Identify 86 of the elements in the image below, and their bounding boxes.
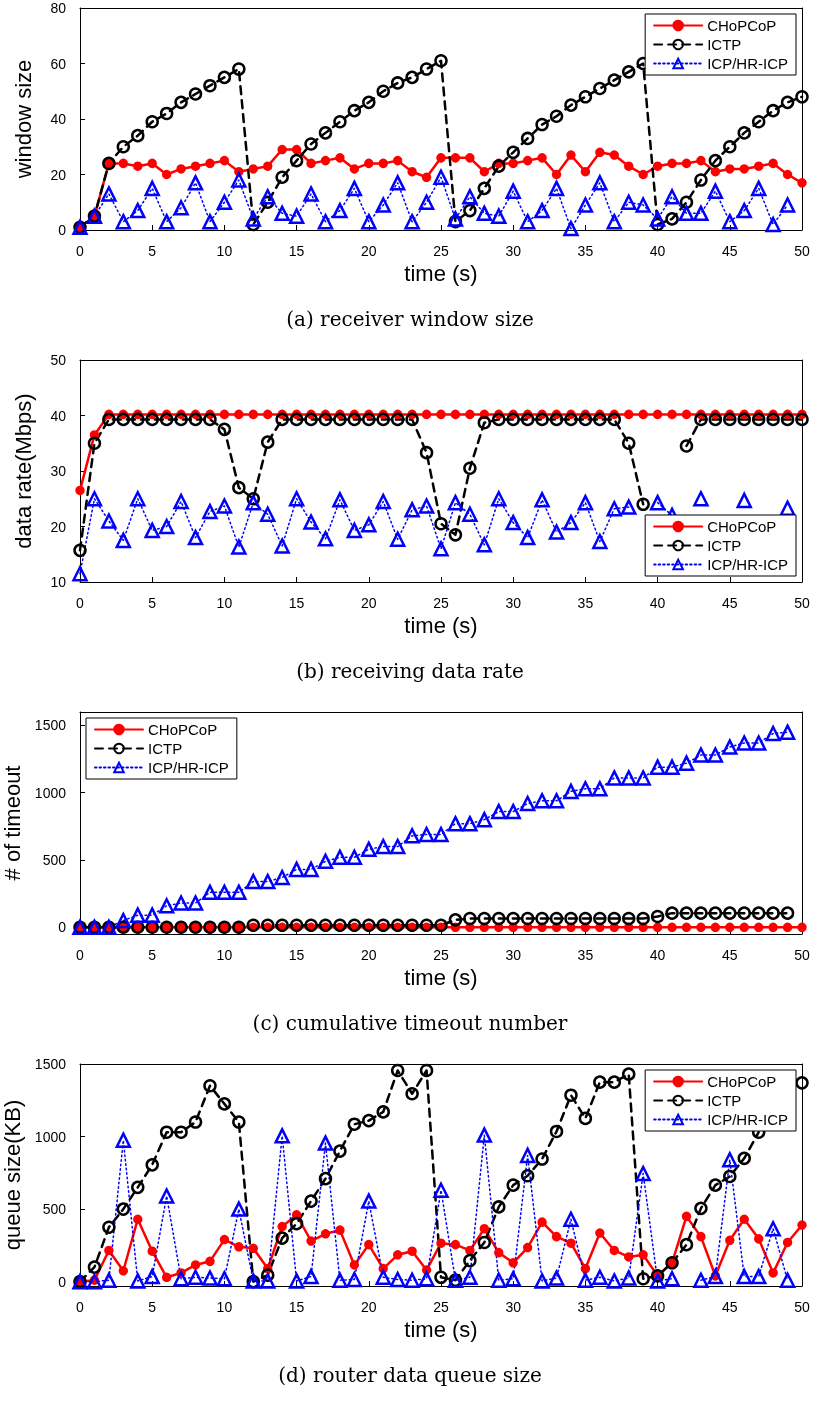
- y-axis-title: queue size(KB): [0, 1099, 26, 1251]
- x-tick-label: 35: [577, 947, 594, 963]
- x-tick-label: 45: [722, 595, 738, 611]
- x-tick-label: 45: [722, 243, 738, 259]
- y-tick-label: 50: [50, 352, 67, 368]
- x-tick-label: 25: [433, 947, 449, 963]
- legend-label: CHoPCoP: [148, 721, 218, 738]
- y-tick-label: 500: [42, 1201, 67, 1218]
- legend-label: ICTP: [707, 1092, 742, 1109]
- legend-label: ICP/HR-ICP: [707, 556, 789, 573]
- x-tick-label: 40: [649, 243, 666, 259]
- x-tick-label: 0: [76, 595, 85, 611]
- x-tick-label: 30: [505, 947, 522, 963]
- x-axis-title: time (s): [404, 613, 478, 639]
- x-tick-label: 50: [794, 947, 810, 963]
- x-tick-label: 35: [577, 243, 594, 259]
- y-tick-label: 60: [50, 55, 67, 72]
- x-tick-label: 15: [288, 1299, 305, 1315]
- y-tick-label: 0: [58, 1273, 67, 1290]
- x-tick-label: 20: [361, 947, 377, 963]
- x-tick-label: 30: [505, 1299, 522, 1315]
- x-tick-label: 5: [148, 947, 157, 963]
- x-axis-title: time (s): [404, 261, 478, 287]
- x-tick-label: 15: [288, 947, 305, 963]
- x-tick-label: 40: [649, 947, 666, 963]
- x-tick-label: 50: [794, 595, 810, 611]
- legend-label: ICP/HR-ICP: [707, 1111, 789, 1128]
- x-tick-label: 0: [76, 1299, 85, 1315]
- legend-label: ICTP: [707, 537, 742, 554]
- x-tick-label: 20: [361, 595, 377, 611]
- x-tick-label: 40: [649, 595, 666, 611]
- x-tick-label: 45: [722, 947, 738, 963]
- legend-label: ICP/HR-ICP: [148, 759, 229, 776]
- legend-label: ICTP: [707, 36, 742, 53]
- x-tick-label: 5: [148, 1299, 157, 1315]
- y-axis-title: # of timeout: [0, 765, 26, 881]
- text: (b) receiving data rate: [296, 659, 524, 683]
- legend-label: CHoPCoP: [707, 1073, 777, 1090]
- x-tick-label: 20: [361, 243, 377, 259]
- x-tick-label: 45: [722, 1299, 738, 1315]
- x-tick-label: 50: [794, 243, 810, 259]
- x-tick-label: 50: [794, 1299, 810, 1315]
- y-tick-label: 30: [50, 463, 67, 479]
- legend-label: ICP/HR-ICP: [707, 55, 789, 72]
- x-tick-label: 35: [577, 1299, 594, 1315]
- x-tick-label: 25: [433, 1299, 449, 1315]
- y-tick-label: 1000: [34, 1128, 67, 1145]
- y-tick-label: 1500: [34, 1056, 67, 1072]
- x-tick-label: 15: [288, 595, 305, 611]
- y-tick-label: 0: [58, 919, 67, 936]
- x-tick-label: 25: [433, 595, 449, 611]
- y-tick-label: 10: [50, 574, 67, 590]
- x-tick-label: 10: [216, 243, 233, 259]
- text: (c) cumulative timeout number: [252, 1011, 568, 1035]
- y-tick-label: 0: [58, 222, 67, 238]
- x-tick-label: 10: [216, 595, 233, 611]
- y-tick-label: 1000: [34, 784, 67, 801]
- x-tick-label: 5: [148, 243, 157, 259]
- x-tick-label: 30: [505, 595, 522, 611]
- y-tick-label: 80: [50, 0, 67, 16]
- y-tick-label: 40: [50, 111, 67, 127]
- y-axis-title: window size: [10, 59, 36, 180]
- y-tick-label: 40: [50, 407, 67, 424]
- x-tick-label: 20: [361, 1299, 377, 1315]
- x-tick-label: 15: [288, 243, 305, 259]
- legend-label: CHoPCoP: [707, 17, 777, 34]
- y-tick-label: 1500: [34, 717, 67, 734]
- x-axis-title: time (s): [404, 1317, 478, 1343]
- y-tick-label: 500: [42, 852, 67, 868]
- x-tick-label: 35: [577, 595, 594, 611]
- x-tick-label: 25: [433, 243, 449, 259]
- x-tick-label: 30: [505, 243, 522, 259]
- x-tick-label: 10: [216, 947, 233, 963]
- x-tick-label: 10: [216, 1299, 233, 1315]
- x-tick-label: 0: [76, 947, 85, 963]
- text: (a) receiver window size: [286, 307, 534, 331]
- y-tick-label: 20: [50, 166, 67, 183]
- x-tick-label: 40: [649, 1299, 666, 1315]
- x-tick-label: 0: [76, 243, 85, 259]
- legend-label: ICTP: [148, 740, 183, 757]
- x-tick-label: 5: [148, 595, 157, 611]
- text: (d) router data queue size: [278, 1363, 542, 1387]
- x-axis-title: time (s): [404, 965, 478, 991]
- legend-label: CHoPCoP: [707, 518, 777, 535]
- y-tick-label: 20: [50, 518, 67, 535]
- y-axis-title: data rate(Mbps): [10, 393, 36, 549]
